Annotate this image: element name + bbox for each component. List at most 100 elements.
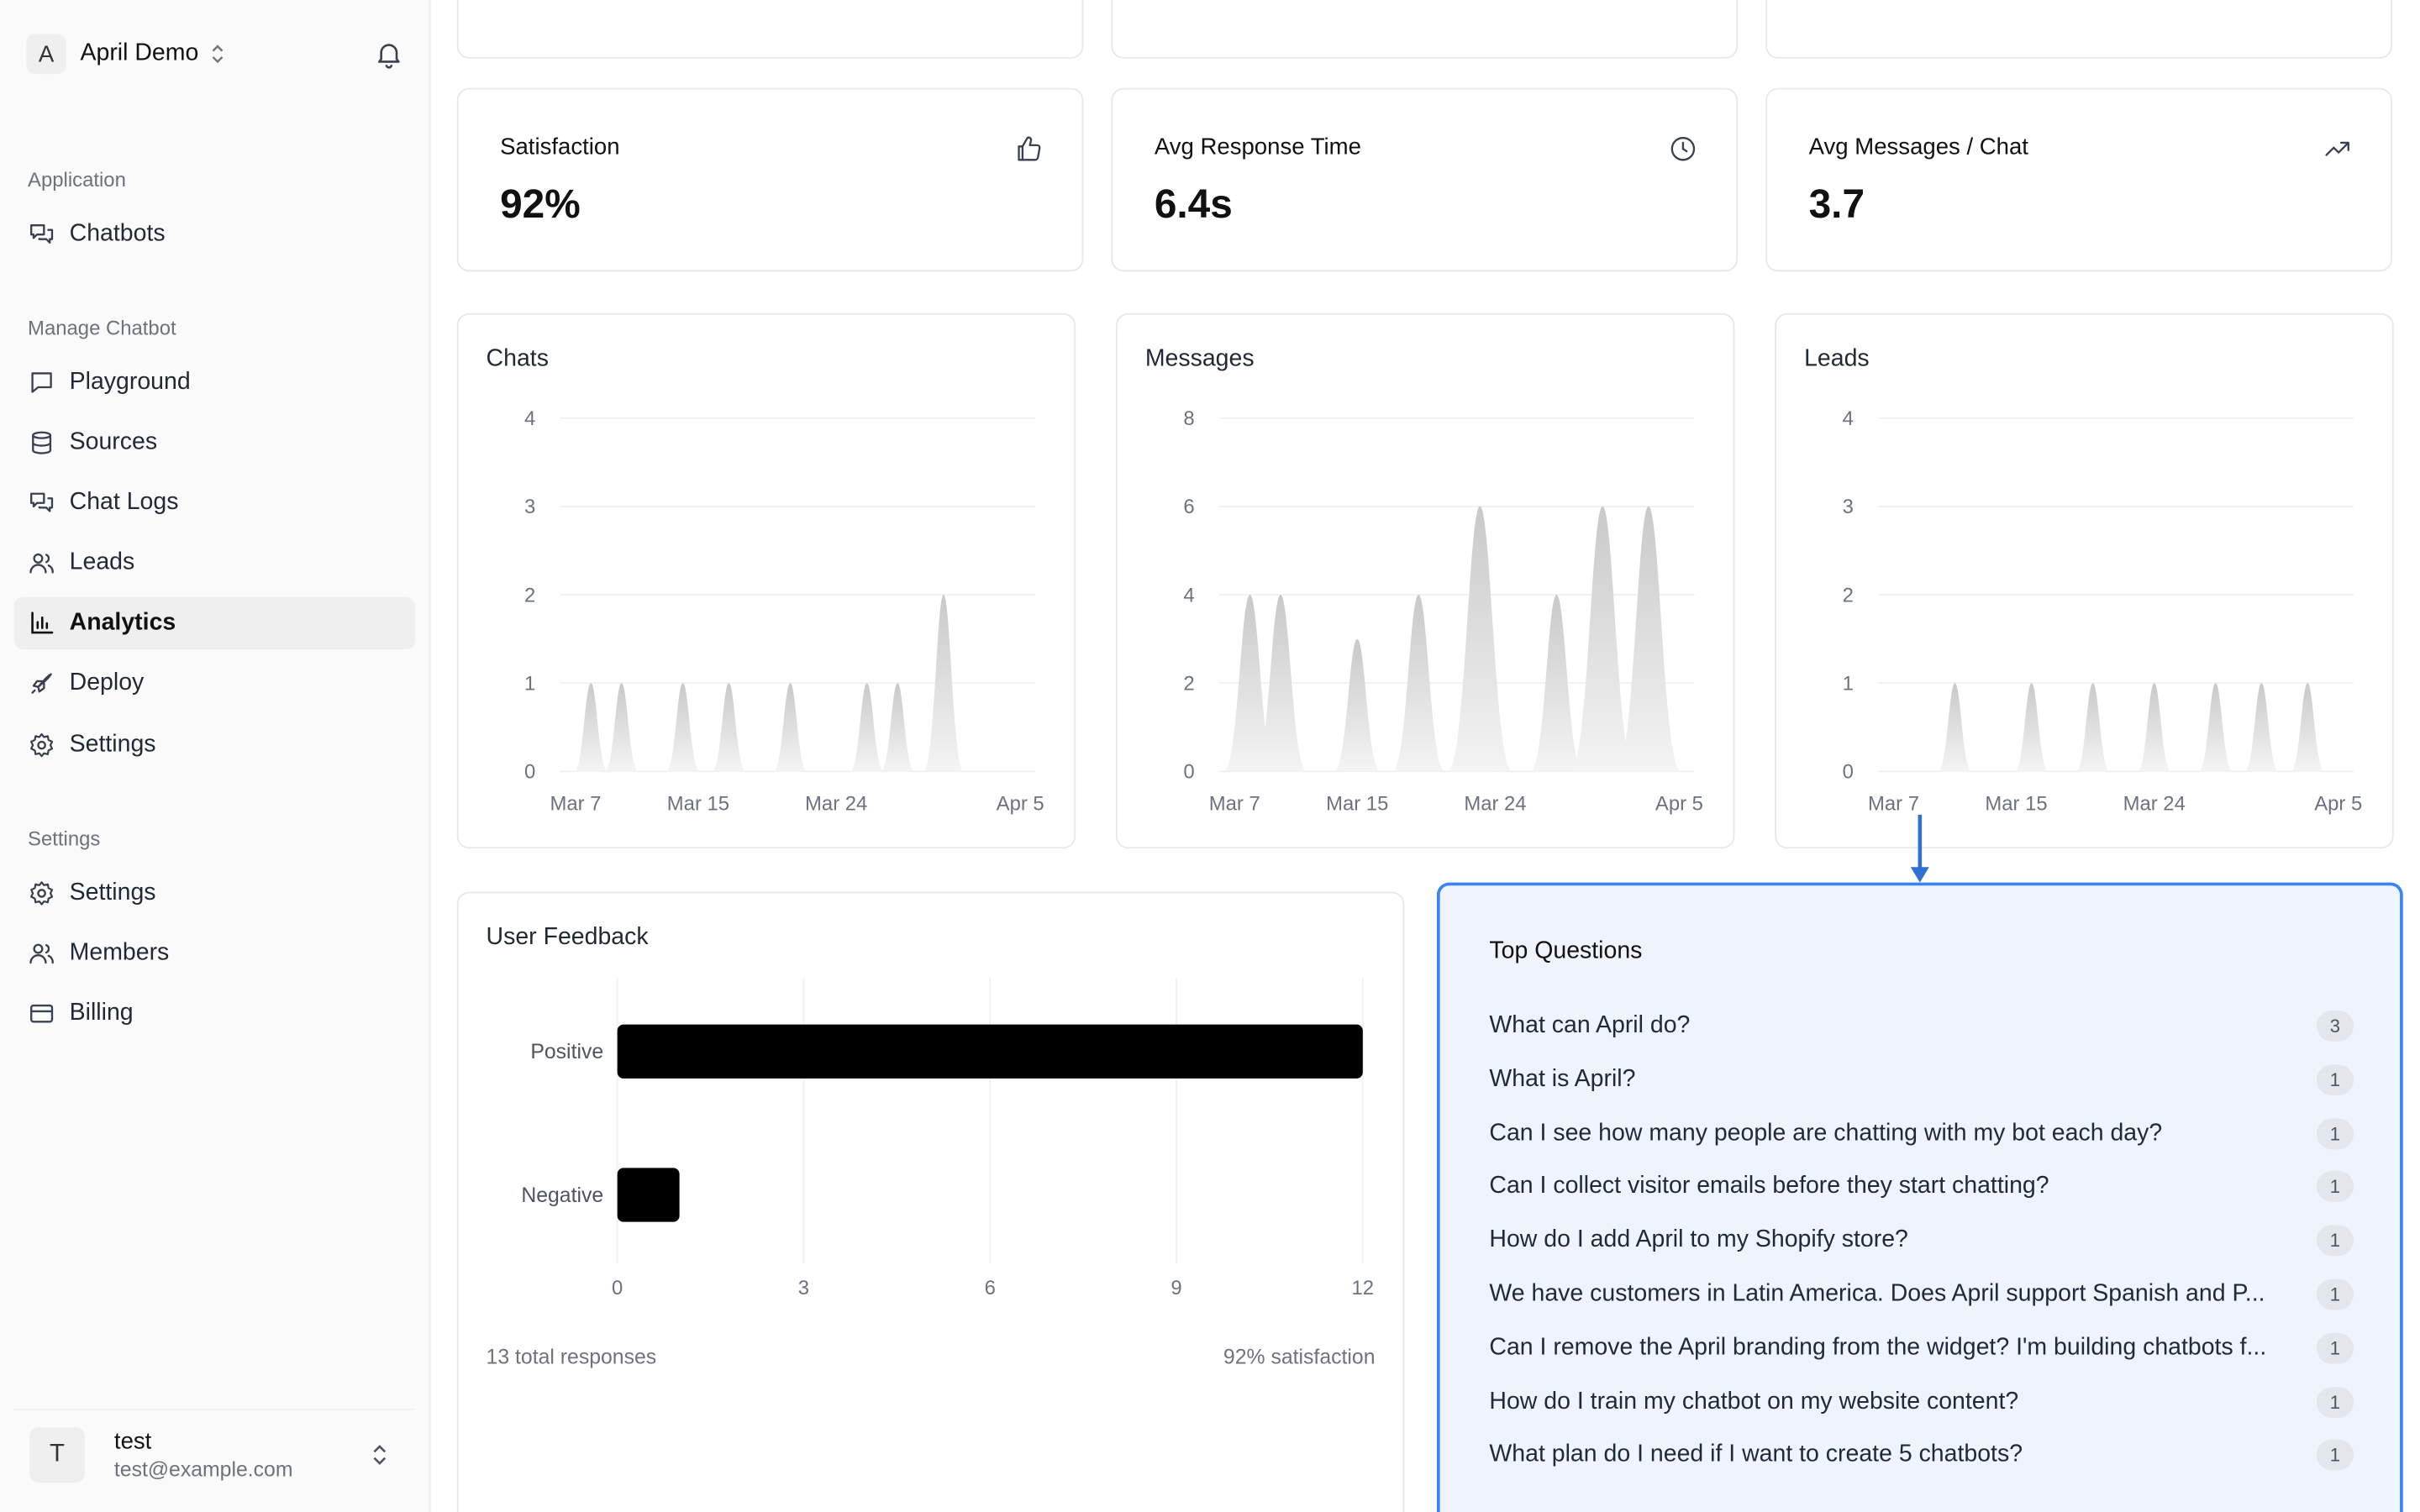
y-tick-label: 8 xyxy=(1183,407,1194,430)
area-peak xyxy=(1616,506,1681,772)
chart-card-leads: Leads 0 1 2 3 4 Mar 7 Mar 15 Mar 24 Apr 5 xyxy=(1775,312,2394,849)
sidebar-item-label: Leads xyxy=(69,549,135,576)
list-item[interactable]: Can I see how many people are chatting w… xyxy=(1489,1115,2354,1152)
x-tick-label: Mar 7 xyxy=(550,792,601,815)
stat-value: 6.4s xyxy=(1154,180,1233,227)
trending-up-icon xyxy=(2325,141,2349,156)
gear-icon xyxy=(30,881,54,906)
gear-icon xyxy=(30,732,54,758)
question-text: How do I add April to my Shopify store? xyxy=(1489,1226,1908,1253)
list-item[interactable]: We have customers in Latin America. Does… xyxy=(1489,1276,2354,1313)
users-icon xyxy=(29,553,54,574)
stat-card-partial xyxy=(456,0,1084,59)
sidebar-item-label: Settings xyxy=(69,731,156,758)
sidebar-item-label: Chatbots xyxy=(69,220,166,247)
list-item[interactable]: How do I add April to my Shopify store? 1 xyxy=(1489,1222,2354,1259)
x-tick-label: Apr 5 xyxy=(2314,792,2362,815)
list-item[interactable]: Can I remove the April branding from the… xyxy=(1489,1330,2354,1367)
area-peak xyxy=(1447,506,1512,772)
y-tick-label: 4 xyxy=(1843,407,1854,430)
feedback-bar xyxy=(617,1168,680,1222)
stat-label: Satisfaction xyxy=(500,134,620,161)
y-tick-label: 2 xyxy=(1183,672,1194,695)
x-tick-label: Mar 15 xyxy=(667,792,729,815)
count-badge: 1 xyxy=(2316,1278,2354,1310)
x-tick-label: Apr 5 xyxy=(997,792,1044,815)
sidebar-item-analytics[interactable]: Analytics xyxy=(13,596,416,650)
x-tick-label: Mar 7 xyxy=(1868,792,1919,815)
list-item[interactable]: What plan do I need if I want to create … xyxy=(1489,1437,2354,1474)
users-icon xyxy=(29,943,54,964)
x-tick-label: Apr 5 xyxy=(1655,792,1703,815)
list-item[interactable]: What is April? 1 xyxy=(1489,1061,2354,1098)
stat-card-partial xyxy=(1765,0,2392,59)
list-item[interactable]: How do I train my chatbot on my website … xyxy=(1489,1383,2354,1420)
area-peak xyxy=(2014,683,2049,772)
sidebar-item-chat-logs[interactable]: Chat Logs xyxy=(14,477,416,529)
bell-icon[interactable] xyxy=(373,39,404,70)
sidebar-item-settings[interactable]: Settings xyxy=(14,719,416,771)
count-badge: 1 xyxy=(2316,1117,2354,1149)
chevron-up-down-icon xyxy=(373,1445,387,1465)
sidebar-item-workspace-settings[interactable]: Settings xyxy=(14,867,416,919)
sidebar-item-chatbots[interactable]: Chatbots xyxy=(14,208,416,260)
x-tick-label: Mar 15 xyxy=(1985,792,2047,815)
area-peak xyxy=(1570,506,1635,772)
y-tick-label: 4 xyxy=(1183,584,1194,606)
x-tick-label: 6 xyxy=(985,1277,996,1299)
area-peak xyxy=(2075,683,2110,772)
sidebar-item-playground[interactable]: Playground xyxy=(14,356,416,408)
count-badge: 1 xyxy=(2316,1386,2354,1418)
count-badge: 1 xyxy=(2316,1332,2354,1364)
section-label-application: Application xyxy=(28,168,126,192)
question-text: What plan do I need if I want to create … xyxy=(1489,1441,2023,1468)
sidebar: A April Demo Application Chatbots Manage… xyxy=(0,0,431,1512)
sidebar-item-sources[interactable]: Sources xyxy=(14,417,416,469)
y-tick-label: 6 xyxy=(1183,496,1194,518)
y-tick-label: 0 xyxy=(1183,761,1194,784)
chart-title: Chats xyxy=(486,345,549,372)
count-badge: 1 xyxy=(2316,1063,2354,1095)
credit-card-icon xyxy=(30,1004,54,1023)
area-peak xyxy=(773,683,808,772)
question-text: What can April do? xyxy=(1489,1011,1691,1039)
leads-area-chart: 0 1 2 3 4 Mar 7 Mar 15 Mar 24 Apr 5 xyxy=(1843,407,2363,815)
area-peak xyxy=(1392,595,1445,772)
count-badge: 1 xyxy=(2316,1440,2354,1472)
sidebar-item-leads[interactable]: Leads xyxy=(14,537,416,589)
list-item[interactable]: Can I collect visitor emails before they… xyxy=(1489,1168,2354,1205)
clock-icon xyxy=(1670,136,1696,161)
sidebar-item-billing[interactable]: Billing xyxy=(14,987,416,1039)
workspace-switcher[interactable]: A April Demo xyxy=(26,33,404,76)
x-tick-label: Mar 7 xyxy=(1209,792,1260,815)
x-tick-label: Mar 15 xyxy=(1326,792,1388,815)
area-peak xyxy=(1938,683,1972,772)
user-menu[interactable]: T test test@example.com xyxy=(13,1408,416,1499)
area-peak xyxy=(2244,683,2279,772)
chart-title: User Feedback xyxy=(486,924,649,951)
sidebar-item-members[interactable]: Members xyxy=(14,927,416,979)
stat-card-response-time: Avg Response Time 6.4s xyxy=(1111,87,1739,272)
stat-label: Avg Messages / Chat xyxy=(1808,134,2028,161)
question-text: How do I train my chatbot on my website … xyxy=(1489,1388,2019,1415)
feedback-bar xyxy=(617,1024,1363,1079)
question-text: What is April? xyxy=(1489,1065,1636,1093)
area-peak xyxy=(2291,683,2325,772)
sidebar-item-deploy[interactable]: Deploy xyxy=(14,657,416,709)
y-tick-label: 3 xyxy=(524,496,535,518)
sidebar-item-label: Deploy xyxy=(69,669,145,696)
area-peak xyxy=(1334,638,1381,772)
chats-area-chart: 0 1 2 3 4 Mar 7 Mar 15 Mar 24 Apr 5 xyxy=(524,407,1044,815)
x-tick-label: 0 xyxy=(612,1277,623,1299)
x-tick-label: 12 xyxy=(1352,1277,1375,1299)
user-feedback-card: User Feedback 0 3 6 9 12 Positive Negative 13 … xyxy=(456,891,1405,1512)
count-badge: 3 xyxy=(2316,1011,2354,1042)
stat-card-satisfaction: Satisfaction 92% xyxy=(456,87,1084,272)
area-peak xyxy=(880,683,915,772)
y-category-label: Negative xyxy=(521,1184,603,1207)
sidebar-item-label: Analytics xyxy=(69,609,176,636)
section-label-settings: Settings xyxy=(28,827,101,851)
area-peak xyxy=(850,683,884,772)
question-text: We have customers in Latin America. Does… xyxy=(1489,1280,2265,1307)
list-item[interactable]: What can April do? 3 xyxy=(1489,1007,2354,1044)
